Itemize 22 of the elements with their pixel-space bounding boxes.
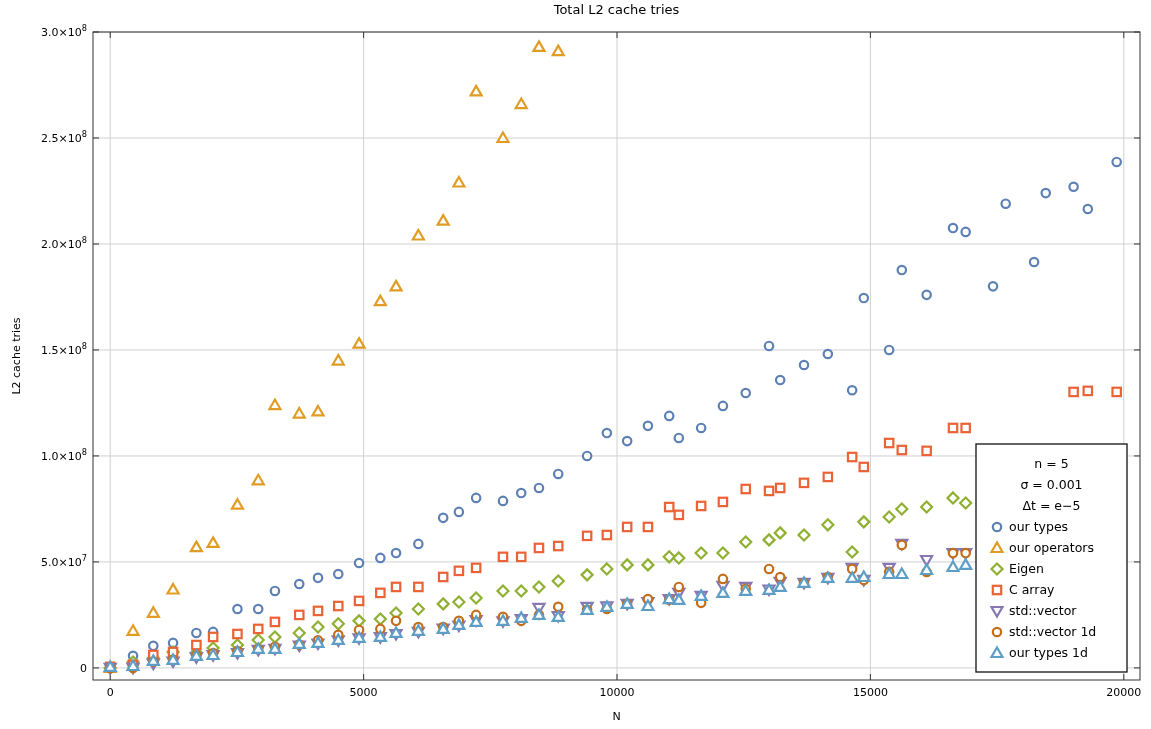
legend-label: std::vector 1d <box>1009 624 1097 639</box>
y-tick-label: 2.5×10$^{8}$ <box>41 128 87 145</box>
x-axis-title: N <box>612 710 621 723</box>
y-tick-label: 1.5×10$^{8}$ <box>41 340 87 357</box>
x-tick-label: 20000 <box>1106 686 1142 699</box>
x-tick-label: 15000 <box>852 686 888 699</box>
legend-label: our operators <box>1009 540 1094 555</box>
y-tick-label: 1.0×10$^{8}$ <box>41 446 87 463</box>
legend-label: Eigen <box>1009 561 1044 576</box>
chart-title: Total L2 cache tries <box>552 2 680 17</box>
x-tick-label: 10000 <box>599 686 635 699</box>
y-tick-label: 0 <box>80 661 87 675</box>
x-tick-label: 0 <box>106 686 114 699</box>
y-tick-label: 5.0×10$^{7}$ <box>41 552 87 569</box>
legend-label: std::vector <box>1009 603 1078 618</box>
x-tick-label: 5000 <box>349 686 378 699</box>
legend-label: our types <box>1009 519 1069 534</box>
legend-label: C array <box>1009 582 1056 597</box>
legend-label: our types 1d <box>1009 645 1088 660</box>
y-axis-title: L2 cache tries <box>10 317 23 395</box>
y-tick-label: 3.0×10$^{8}$ <box>41 23 87 39</box>
y-tick-label: 2.0×10$^{8}$ <box>41 234 87 251</box>
